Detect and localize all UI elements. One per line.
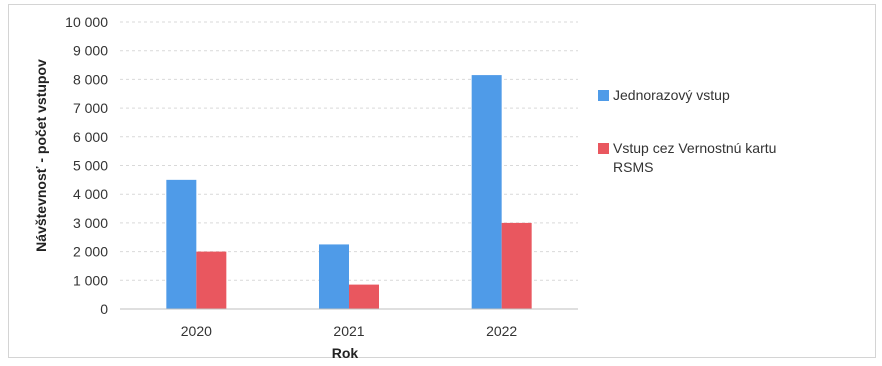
- y-tick-label: 10 000: [65, 14, 108, 30]
- legend-swatch: [598, 143, 609, 154]
- x-tick-labels: 2020 2021 2022: [181, 323, 518, 339]
- y-tick-label: 9 000: [73, 43, 108, 59]
- bar-vernostna-karta-2021: [349, 284, 379, 309]
- y-tick-label: 5 000: [73, 158, 108, 174]
- x-tick-label: 2020: [181, 323, 212, 339]
- y-tick-label: 2 000: [73, 244, 108, 260]
- y-tick-label: 6 000: [73, 129, 108, 145]
- y-tick-label: 1 000: [73, 272, 108, 288]
- legend-swatch: [598, 90, 609, 101]
- y-axis-title: Návštevnosť - počet vstupov: [33, 59, 49, 252]
- bar-jednorazovy-vstup-2021: [319, 244, 349, 309]
- legend-item-series-1: Jednorazový vstup: [598, 86, 828, 105]
- x-tick-label: 2022: [486, 323, 517, 339]
- y-tick-label: 4 000: [73, 186, 108, 202]
- x-axis-title: Rok: [332, 345, 359, 361]
- y-tick-label: 0: [100, 301, 108, 317]
- bars: [166, 75, 532, 309]
- y-tick-label: 8 000: [73, 71, 108, 87]
- bar-vernostna-karta-2022: [501, 222, 532, 309]
- y-tick-label: 3 000: [73, 215, 108, 231]
- bar-jednorazovy-vstup-2020: [166, 179, 197, 309]
- x-tick-label: 2021: [333, 323, 364, 339]
- y-tick-labels: 0 1 000 2 000 3 000 4 000 5 000 6 000 7 000 8 00…: [65, 14, 108, 317]
- bar-vernostna-karta-2020: [196, 251, 227, 309]
- legend-item-series-2: Vstup cez Vernostnú kartu RSMS: [598, 139, 828, 177]
- bar-jednorazovy-vstup-2022: [471, 75, 502, 309]
- legend-label: Vstup cez Vernostnú kartu RSMS: [613, 140, 777, 175]
- y-tick-label: 7 000: [73, 100, 108, 116]
- chart-frame: [8, 4, 876, 358]
- legend: Jednorazový vstup Vstup cez Vernostnú ka…: [598, 86, 828, 211]
- legend-label: Jednorazový vstup: [613, 87, 730, 103]
